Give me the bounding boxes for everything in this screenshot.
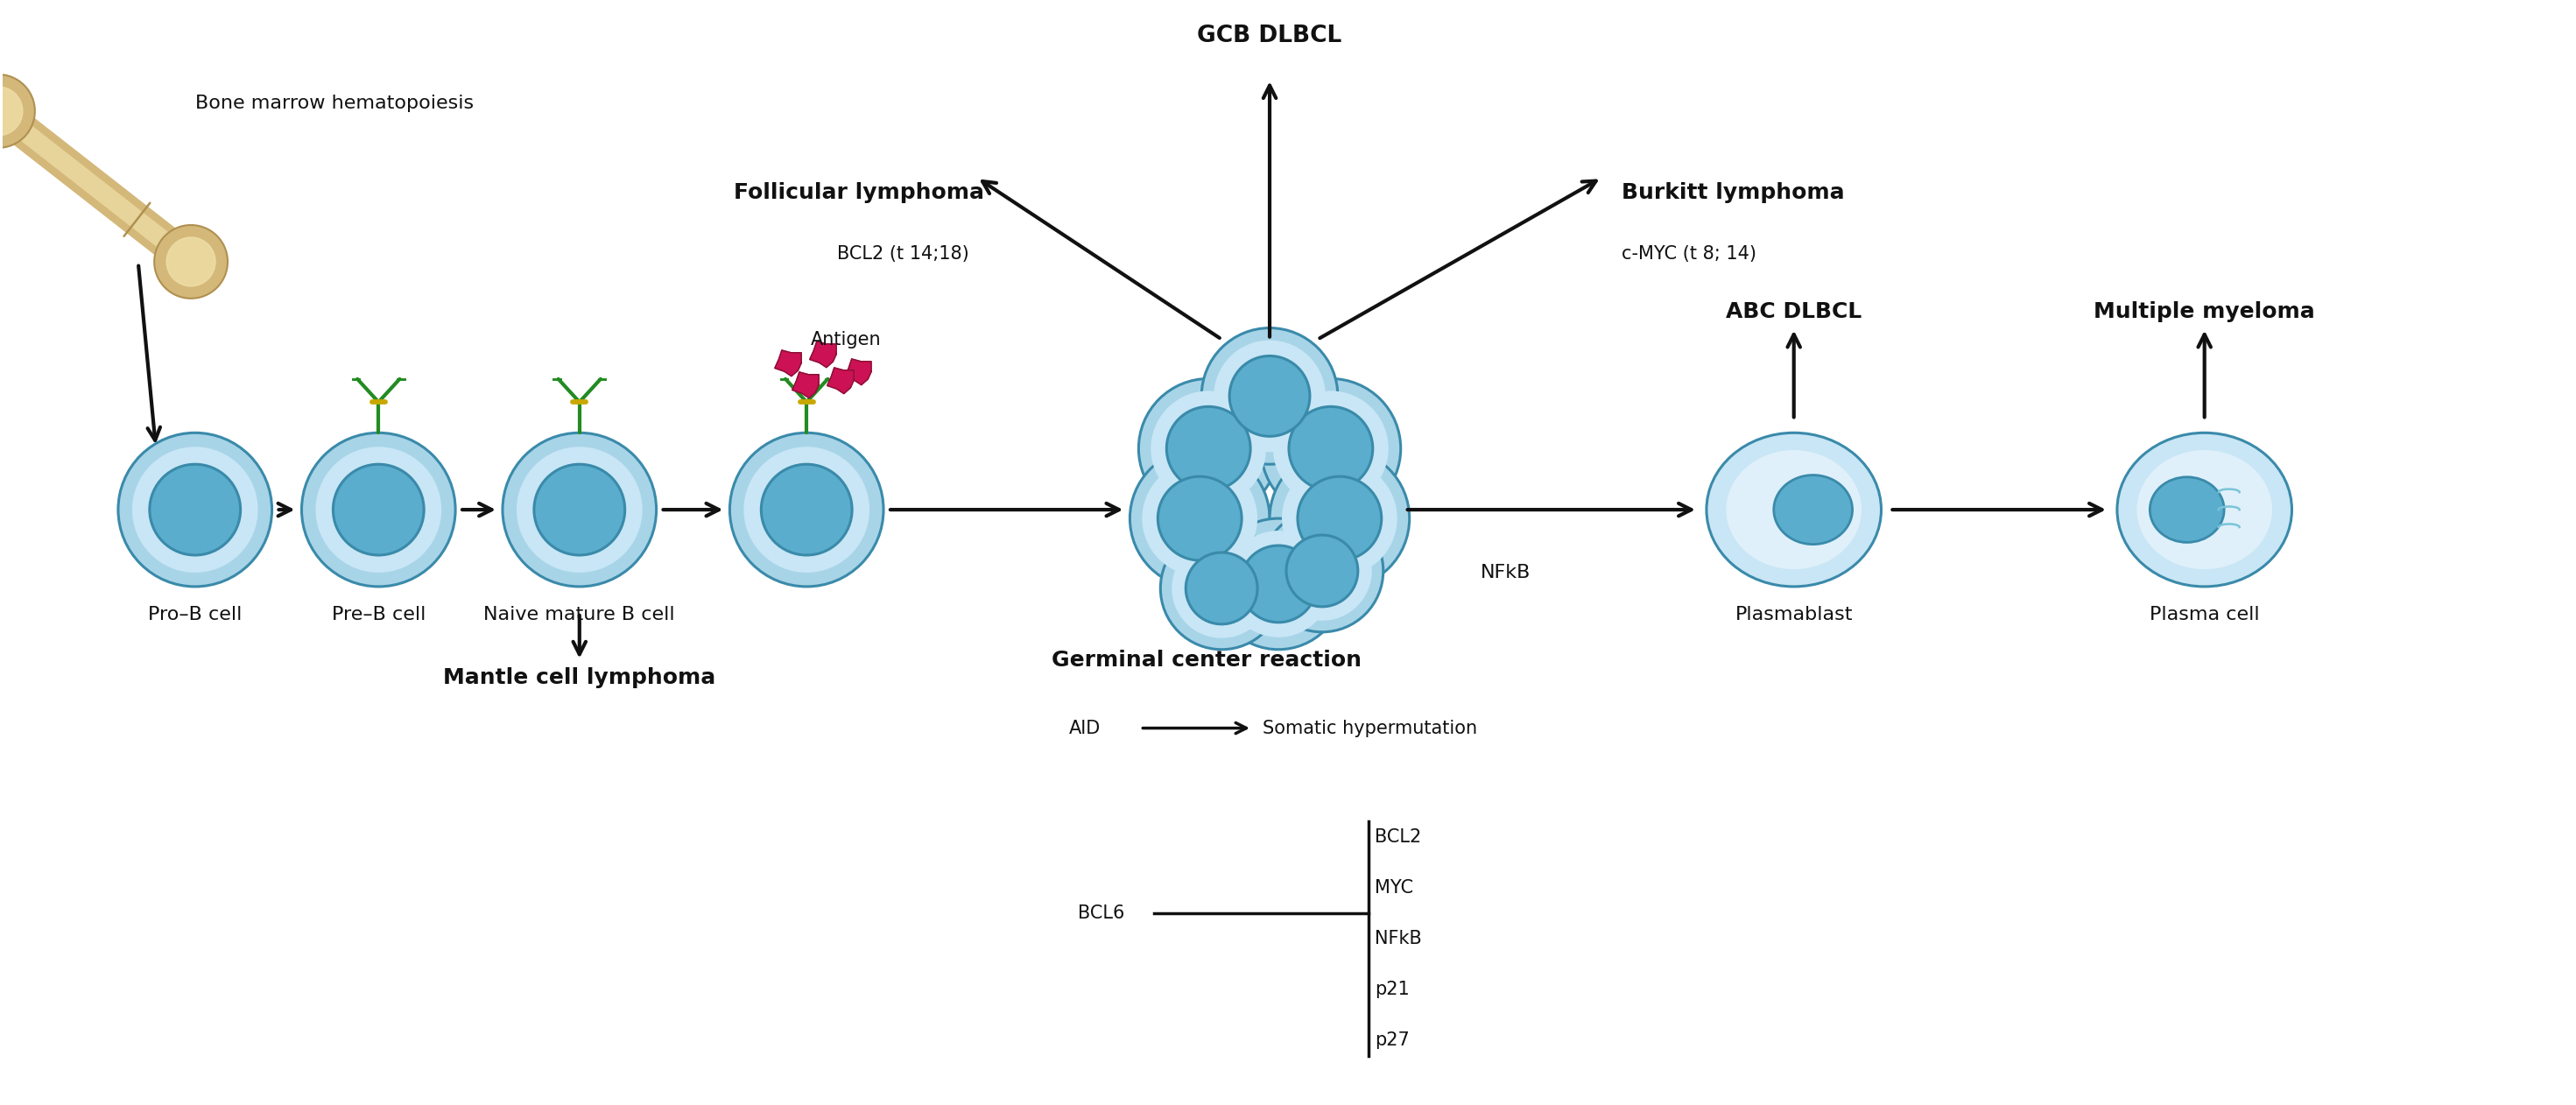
Circle shape	[1151, 391, 1267, 506]
Circle shape	[1159, 527, 1283, 650]
Ellipse shape	[1775, 475, 1852, 545]
Ellipse shape	[2136, 450, 2272, 569]
Circle shape	[149, 464, 240, 555]
Text: ABC DLBCL: ABC DLBCL	[1726, 301, 1862, 322]
Text: BCL6: BCL6	[1077, 905, 1123, 922]
Text: Pre–B cell: Pre–B cell	[332, 606, 425, 623]
Text: Somatic hypermutation: Somatic hypermutation	[1262, 719, 1476, 737]
Circle shape	[0, 86, 23, 136]
Circle shape	[155, 225, 227, 298]
Polygon shape	[827, 368, 853, 393]
Text: Follicular lymphoma: Follicular lymphoma	[734, 182, 984, 203]
Text: c-MYC (t 8; 14): c-MYC (t 8; 14)	[1623, 245, 1757, 263]
Text: Germinal center reaction: Germinal center reaction	[1051, 650, 1360, 671]
Circle shape	[131, 446, 258, 572]
Circle shape	[518, 446, 641, 572]
Circle shape	[1200, 328, 1337, 464]
Text: Burkitt lymphoma: Burkitt lymphoma	[1620, 182, 1844, 203]
Polygon shape	[793, 372, 819, 398]
Text: Bone marrow hematopoiesis: Bone marrow hematopoiesis	[196, 95, 474, 113]
Polygon shape	[809, 341, 837, 368]
Text: Antigen: Antigen	[811, 330, 881, 348]
Circle shape	[1273, 391, 1388, 506]
Circle shape	[332, 464, 425, 555]
Circle shape	[1239, 546, 1316, 622]
Circle shape	[729, 433, 884, 587]
Text: BCL2: BCL2	[1376, 829, 1422, 846]
Text: Plasmablast: Plasmablast	[1736, 606, 1852, 623]
Text: MYC: MYC	[1376, 880, 1414, 897]
Circle shape	[1185, 552, 1257, 624]
Circle shape	[301, 433, 456, 587]
Text: GCB DLBCL: GCB DLBCL	[1198, 24, 1342, 48]
Circle shape	[1131, 449, 1270, 588]
Circle shape	[1226, 530, 1332, 638]
Circle shape	[1167, 407, 1249, 491]
Text: BCL2 (t 14;18): BCL2 (t 14;18)	[837, 245, 969, 263]
Text: NFkB: NFkB	[1376, 930, 1422, 947]
Circle shape	[118, 433, 273, 587]
Circle shape	[1285, 535, 1358, 607]
Circle shape	[1273, 522, 1373, 621]
Circle shape	[1283, 461, 1396, 576]
Text: Mantle cell lymphoma: Mantle cell lymphoma	[443, 667, 716, 688]
Circle shape	[502, 433, 657, 587]
Ellipse shape	[1726, 450, 1862, 569]
Circle shape	[1139, 379, 1278, 518]
Circle shape	[1157, 476, 1242, 560]
Text: Naive mature B cell: Naive mature B cell	[484, 606, 675, 623]
Circle shape	[1260, 509, 1383, 632]
Circle shape	[1141, 461, 1257, 576]
Circle shape	[0, 74, 36, 148]
Text: Plasma cell: Plasma cell	[2148, 606, 2259, 623]
Circle shape	[760, 464, 853, 555]
Circle shape	[1213, 518, 1345, 650]
Circle shape	[1298, 476, 1381, 560]
Polygon shape	[845, 359, 871, 385]
Text: p27: p27	[1376, 1031, 1409, 1049]
Circle shape	[1229, 356, 1309, 436]
Text: NFkB: NFkB	[1481, 564, 1530, 581]
Circle shape	[1270, 449, 1409, 588]
Ellipse shape	[2117, 433, 2293, 587]
Circle shape	[1172, 538, 1273, 638]
Circle shape	[1260, 379, 1401, 518]
Ellipse shape	[2151, 477, 2223, 543]
Text: AID: AID	[1069, 719, 1100, 737]
Text: p21: p21	[1376, 980, 1409, 998]
Ellipse shape	[1705, 433, 1880, 587]
Circle shape	[167, 238, 216, 286]
Circle shape	[744, 446, 871, 572]
Circle shape	[533, 464, 626, 555]
Circle shape	[317, 446, 440, 572]
Circle shape	[1213, 340, 1327, 452]
Text: Pro–B cell: Pro–B cell	[147, 606, 242, 623]
Text: Multiple myeloma: Multiple myeloma	[2094, 301, 2316, 322]
Circle shape	[1288, 407, 1373, 491]
Polygon shape	[775, 350, 801, 376]
